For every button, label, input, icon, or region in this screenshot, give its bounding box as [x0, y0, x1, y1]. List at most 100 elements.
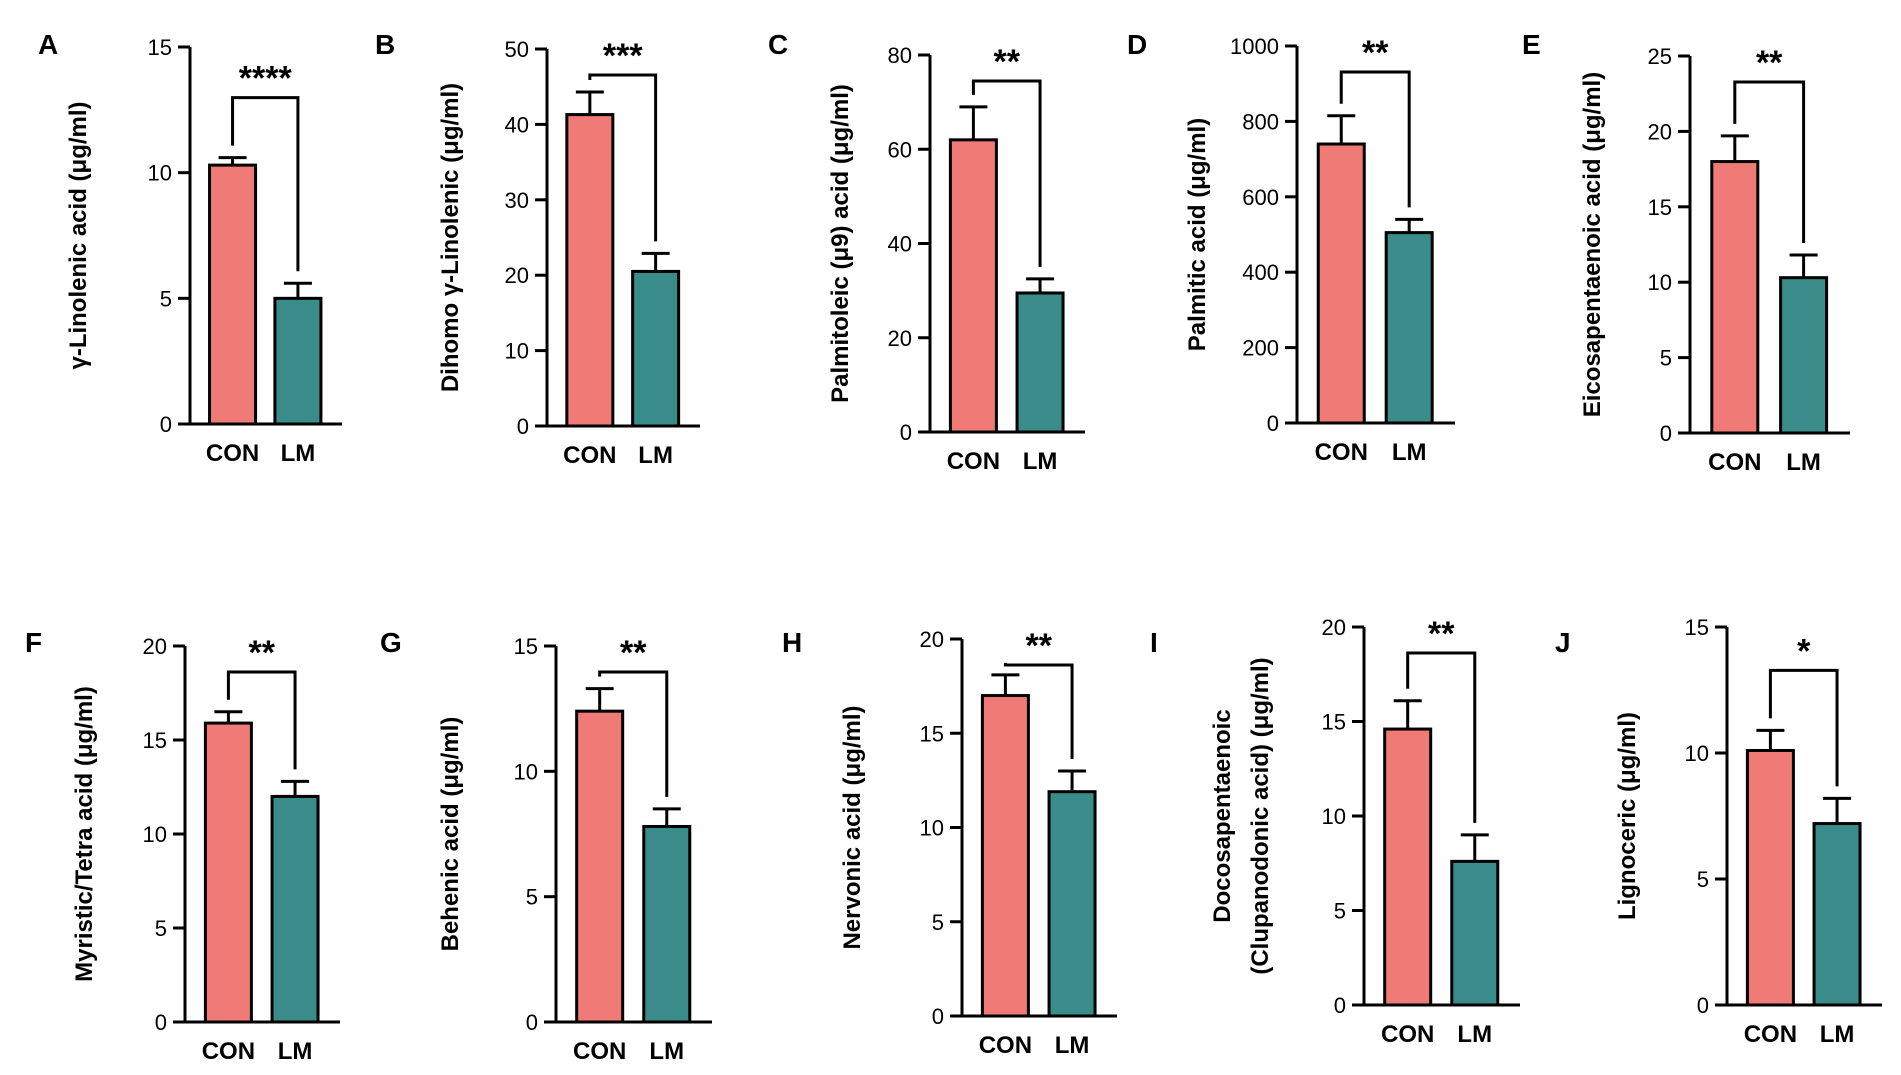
panel-letter: E	[1522, 29, 1541, 60]
bar-con	[1710, 160, 1760, 435]
y-tick-label: 400	[1242, 260, 1279, 285]
significance-bracket	[971, 79, 1042, 267]
x-tick-label: CON	[1708, 449, 1761, 476]
x-tick-label: LM	[638, 442, 673, 469]
panel-i: I 0 5 10 15 20 Docosapentaenoic (Clupanodonic a…	[1150, 615, 1520, 1048]
x-tick-label: CON	[1315, 439, 1368, 466]
x-tick-label: LM	[1023, 448, 1058, 475]
panel-h: H 0 5 10 15 20 Nervonic acid (μg/ml) CON LM **	[782, 627, 1117, 1059]
bar-lm	[631, 269, 681, 428]
y-tick-label: 15	[1648, 195, 1672, 220]
panel-f: F 0 5 10 15 20 Myristic/Tetra acid (μg/ml) CON L…	[25, 627, 340, 1065]
panel-letter: C	[768, 29, 788, 60]
bar-con	[1316, 142, 1366, 425]
y-axis-label: Palmitic acid (μg/ml)	[1184, 118, 1211, 351]
y-tick-label: 15	[1685, 615, 1709, 640]
panel-a: A 0 5 10 15 γ-Linolenic acid (μg/ml) CON LM ****	[38, 29, 342, 467]
bar-lm	[1779, 276, 1829, 435]
bar-lm	[1812, 822, 1862, 1007]
y-tick-label: 0	[1697, 993, 1709, 1018]
panel-d: D 0 200 400 600 800 1000 Palmitic acid (μg/ml) C…	[1127, 29, 1455, 466]
y-axis-label: Behenic acid (μg/ml)	[437, 717, 464, 952]
x-tick-label: CON	[573, 1038, 626, 1065]
bar-con	[980, 694, 1030, 1018]
panel-letter: J	[1555, 627, 1571, 658]
y-tick-label: 0	[160, 412, 172, 437]
x-tick-label: CON	[1381, 1021, 1434, 1048]
y-tick-label: 10	[505, 339, 529, 364]
y-tick-label: 15	[143, 728, 167, 753]
panel-letter: I	[1150, 627, 1158, 658]
bar-con	[565, 113, 615, 428]
significance-bracket	[1339, 70, 1411, 208]
panel-b: B 0 10 20 30 40 50 Dihomo γ-Linolenic (μg/ml) CO…	[375, 29, 700, 469]
y-tick-label: 10	[920, 816, 944, 841]
y-tick-label: 15	[514, 634, 538, 659]
y-tick-label: 5	[160, 286, 172, 311]
y-tick-label: 10	[514, 759, 538, 784]
x-tick-label: CON	[947, 448, 1000, 475]
significance-bracket	[598, 670, 669, 797]
significance-label: **	[1362, 34, 1389, 72]
y-tick-label: 15	[148, 35, 172, 60]
y-tick-label: 0	[1334, 993, 1346, 1018]
significance-label: ***	[603, 37, 643, 75]
y-axis-label-line2: (Clupanodonic acid) (μg/ml)	[1247, 657, 1274, 974]
y-tick-label: 0	[932, 1004, 944, 1029]
y-axis-label: Docosapentaenoic	[1209, 709, 1236, 922]
bar-lm	[642, 824, 692, 1024]
y-tick-label: 25	[1648, 44, 1672, 69]
y-tick-label: 20	[920, 627, 944, 652]
significance-bracket	[226, 670, 297, 770]
x-tick-label: CON	[206, 440, 259, 467]
y-axis-label: Palmitoleic (μ9) acid (μg/ml)	[827, 84, 854, 403]
x-tick-label: CON	[563, 442, 616, 469]
y-tick-label: 10	[1648, 270, 1672, 295]
panel-letter: G	[380, 627, 402, 658]
y-tick-label: 1000	[1230, 34, 1279, 59]
y-axis-label: Nervonic acid (μg/ml)	[839, 705, 866, 949]
x-tick-label: LM	[1392, 439, 1427, 466]
panel-letter: D	[1127, 29, 1147, 60]
x-tick-label: LM	[649, 1038, 684, 1065]
panel-letter: A	[38, 29, 58, 60]
y-tick-label: 20	[143, 634, 167, 659]
y-tick-label: 5	[932, 910, 944, 935]
y-axis-label: Myristic/Tetra acid (μg/ml)	[71, 686, 98, 982]
significance-label: **	[248, 634, 275, 672]
significance-label: *	[1797, 632, 1811, 670]
bar-con	[948, 138, 998, 434]
bar-con	[203, 721, 253, 1024]
x-tick-label: LM	[1786, 449, 1821, 476]
significance-label: ****	[239, 60, 293, 98]
y-tick-label: 5	[526, 885, 538, 910]
y-tick-label: 50	[505, 37, 529, 62]
significance-label: **	[993, 43, 1020, 81]
y-tick-label: 600	[1242, 185, 1279, 210]
y-tick-label: 0	[155, 1010, 167, 1035]
y-tick-label: 20	[1648, 119, 1672, 144]
y-tick-label: 0	[526, 1010, 538, 1035]
x-tick-label: LM	[1820, 1021, 1855, 1048]
y-axis-label: Eicosapentaenoic acid (μg/ml)	[1579, 72, 1606, 417]
bar-con	[575, 709, 625, 1024]
x-tick-label: LM	[278, 1038, 313, 1065]
y-tick-label: 0	[517, 414, 529, 439]
y-tick-label: 10	[148, 161, 172, 186]
panel-letter: B	[375, 29, 395, 60]
x-tick-label: CON	[1744, 1021, 1797, 1048]
panel-letter: F	[25, 627, 42, 658]
panel-g: G 0 5 10 15 Behenic acid (μg/ml) CON LM **	[380, 627, 712, 1065]
y-tick-label: 40	[888, 232, 912, 257]
significance-label: **	[1428, 615, 1455, 653]
y-tick-label: 60	[888, 137, 912, 162]
significance-label: **	[620, 634, 647, 672]
y-tick-label: 15	[1322, 710, 1346, 735]
y-tick-label: 40	[505, 112, 529, 137]
y-tick-label: 5	[1697, 867, 1709, 892]
panel-c: C 0 20 40 60 80 Palmitoleic (μ9) acid (μg/ml) C…	[768, 29, 1085, 475]
x-tick-label: LM	[1055, 1032, 1090, 1059]
significance-bracket	[231, 96, 300, 272]
y-tick-label: 10	[1322, 804, 1346, 829]
y-tick-label: 10	[143, 822, 167, 847]
